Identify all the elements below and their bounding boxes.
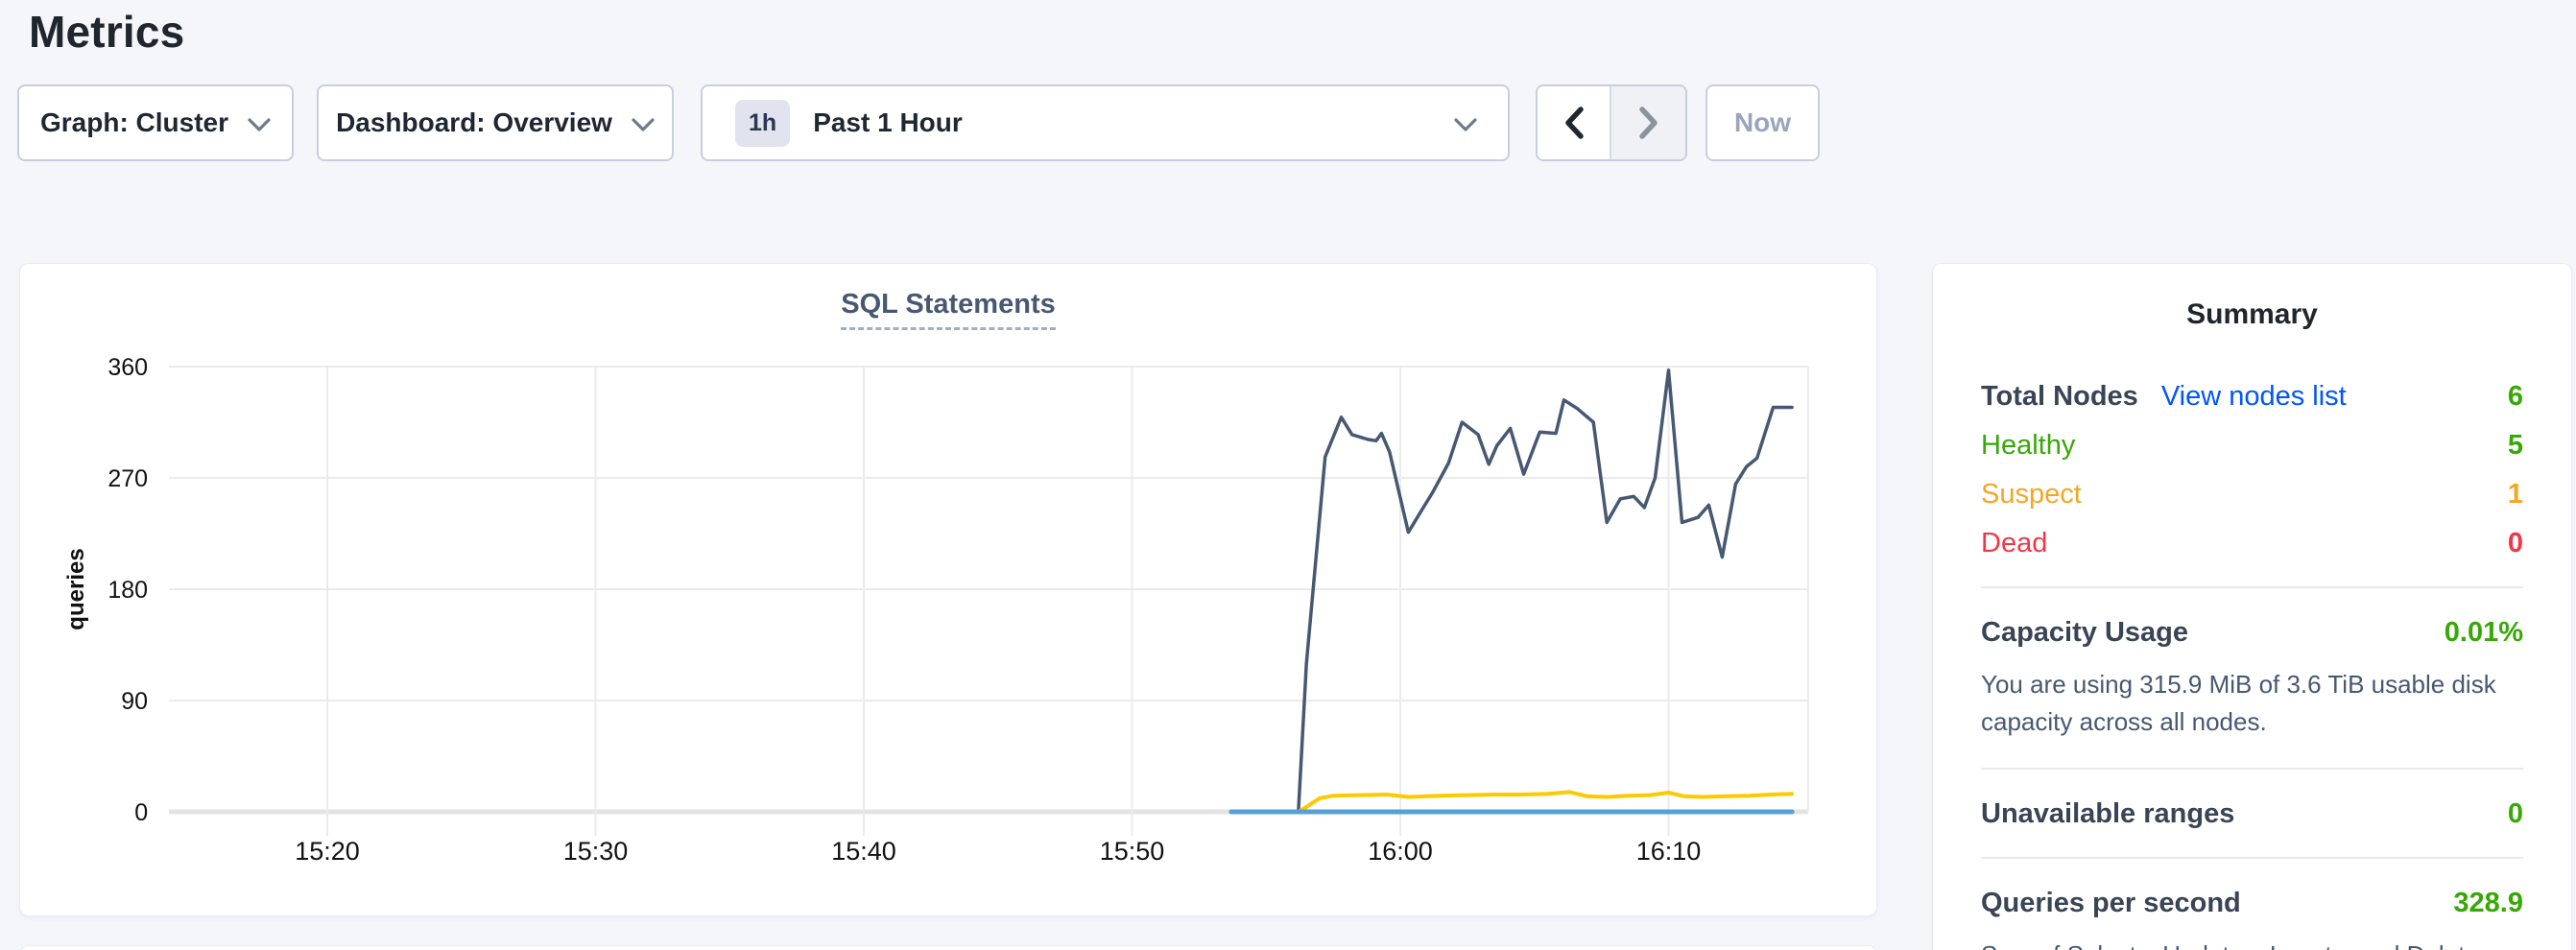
dashboard-dropdown[interactable]: Dashboard: Overview bbox=[317, 84, 674, 161]
qps-label: Queries per second bbox=[1981, 888, 2241, 918]
capacity-group: Capacity Usage 0.01% You are using 315.9… bbox=[1981, 617, 2523, 741]
divider bbox=[1981, 857, 2523, 859]
next-time-button[interactable] bbox=[1611, 86, 1685, 159]
qps-value: 328.9 bbox=[2453, 888, 2523, 918]
summary-panel: Summary Total Nodes View nodes list 6 He… bbox=[1932, 263, 2572, 950]
y-axis-tick-label: 180 bbox=[107, 577, 148, 604]
suspect-value: 1 bbox=[2507, 479, 2523, 510]
suspect-row: Suspect 1 bbox=[1981, 479, 2523, 511]
divider bbox=[1981, 768, 2523, 770]
capacity-label: Capacity Usage bbox=[1981, 617, 2188, 648]
y-axis-tick-label: 360 bbox=[107, 354, 148, 381]
suspect-label: Suspect bbox=[1981, 479, 2082, 510]
chart-title-wrap: SQL Statements bbox=[20, 264, 1876, 332]
chevron-right-icon bbox=[1638, 107, 1658, 139]
view-nodes-link[interactable]: View nodes list bbox=[2160, 381, 2347, 412]
capacity-value: 0.01% bbox=[2444, 617, 2523, 648]
graph-dropdown-label: Graph: Cluster bbox=[39, 107, 229, 137]
time-range-label: Past 1 Hour bbox=[813, 107, 963, 137]
dashboard-dropdown-label: Dashboard: Overview bbox=[336, 107, 612, 137]
unavailable-ranges-value: 0 bbox=[2507, 798, 2523, 829]
healthy-label: Healthy bbox=[1981, 430, 2076, 461]
dead-value: 0 bbox=[2507, 528, 2523, 558]
x-axis-tick-label: 16:00 bbox=[1368, 837, 1433, 866]
qps-group: Queries per second 328.9 Sum of Selects,… bbox=[1981, 888, 2523, 950]
qps-description: Sum of Selects, Updates, Inserts, and De… bbox=[1981, 937, 2523, 950]
healthy-value: 5 bbox=[2507, 430, 2523, 461]
summary-title: Summary bbox=[2186, 298, 2318, 330]
x-axis-tick-label: 15:30 bbox=[563, 837, 629, 866]
dead-row: Dead 0 bbox=[1981, 528, 2523, 559]
total-nodes-row: Total Nodes View nodes list 6 bbox=[1981, 381, 2523, 413]
dead-label: Dead bbox=[1981, 528, 2048, 558]
healthy-row: Healthy 5 bbox=[1981, 430, 2523, 462]
unavailable-ranges-row: Unavailable ranges 0 bbox=[1981, 798, 2523, 830]
chevron-left-icon bbox=[1564, 107, 1584, 139]
next-chart-card-edge bbox=[19, 945, 1877, 950]
sql-statements-chart[interactable]: 0 90 180 270 360 15:20 15:30 15:40 15:50 16:00 16:… bbox=[20, 332, 1878, 917]
capacity-description: You are using 315.9 MiB of 3.6 TiB usabl… bbox=[1981, 670, 2496, 736]
x-axis-tick-label: 15:40 bbox=[831, 837, 896, 866]
qps-row: Queries per second 328.9 bbox=[1981, 888, 2523, 919]
y-axis-tick-label: 270 bbox=[107, 465, 148, 492]
graph-dropdown[interactable]: Graph: Cluster bbox=[17, 84, 294, 161]
time-range-picker[interactable]: 1h Past 1 Hour bbox=[701, 84, 1510, 161]
divider bbox=[1981, 586, 2523, 588]
now-button[interactable]: Now bbox=[1705, 84, 1820, 161]
sql-statements-card: SQL Statements 0 90 180 270 360 15:20 15:30 15:… bbox=[19, 263, 1877, 916]
chevron-down-icon bbox=[1454, 117, 1477, 131]
page-title: Metrics bbox=[29, 7, 185, 57]
chevron-down-icon bbox=[248, 117, 271, 131]
x-axis-tick-label: 15:50 bbox=[1100, 837, 1165, 866]
y-axis-tick-label: 90 bbox=[121, 688, 148, 715]
capacity-row: Capacity Usage 0.01% bbox=[1981, 617, 2523, 649]
x-axis-tick-label: 16:10 bbox=[1636, 837, 1702, 866]
time-range-badge: 1h bbox=[735, 99, 791, 147]
total-nodes-label: Total Nodes bbox=[1981, 381, 2138, 412]
y-axis-tick-label: 0 bbox=[134, 799, 148, 826]
chevron-down-icon bbox=[632, 117, 655, 131]
y-axis-title: queries bbox=[63, 548, 89, 629]
total-nodes-value: 6 bbox=[2507, 381, 2523, 412]
series-navy-line bbox=[1297, 368, 1794, 814]
time-shift-buttons bbox=[1536, 84, 1687, 161]
unavailable-ranges-label: Unavailable ranges bbox=[1981, 798, 2235, 829]
chart-title[interactable]: SQL Statements bbox=[841, 289, 1056, 330]
x-axis-tick-label: 15:20 bbox=[295, 837, 360, 866]
series-yellow-line bbox=[1296, 790, 1795, 814]
prev-time-button[interactable] bbox=[1538, 86, 1611, 159]
